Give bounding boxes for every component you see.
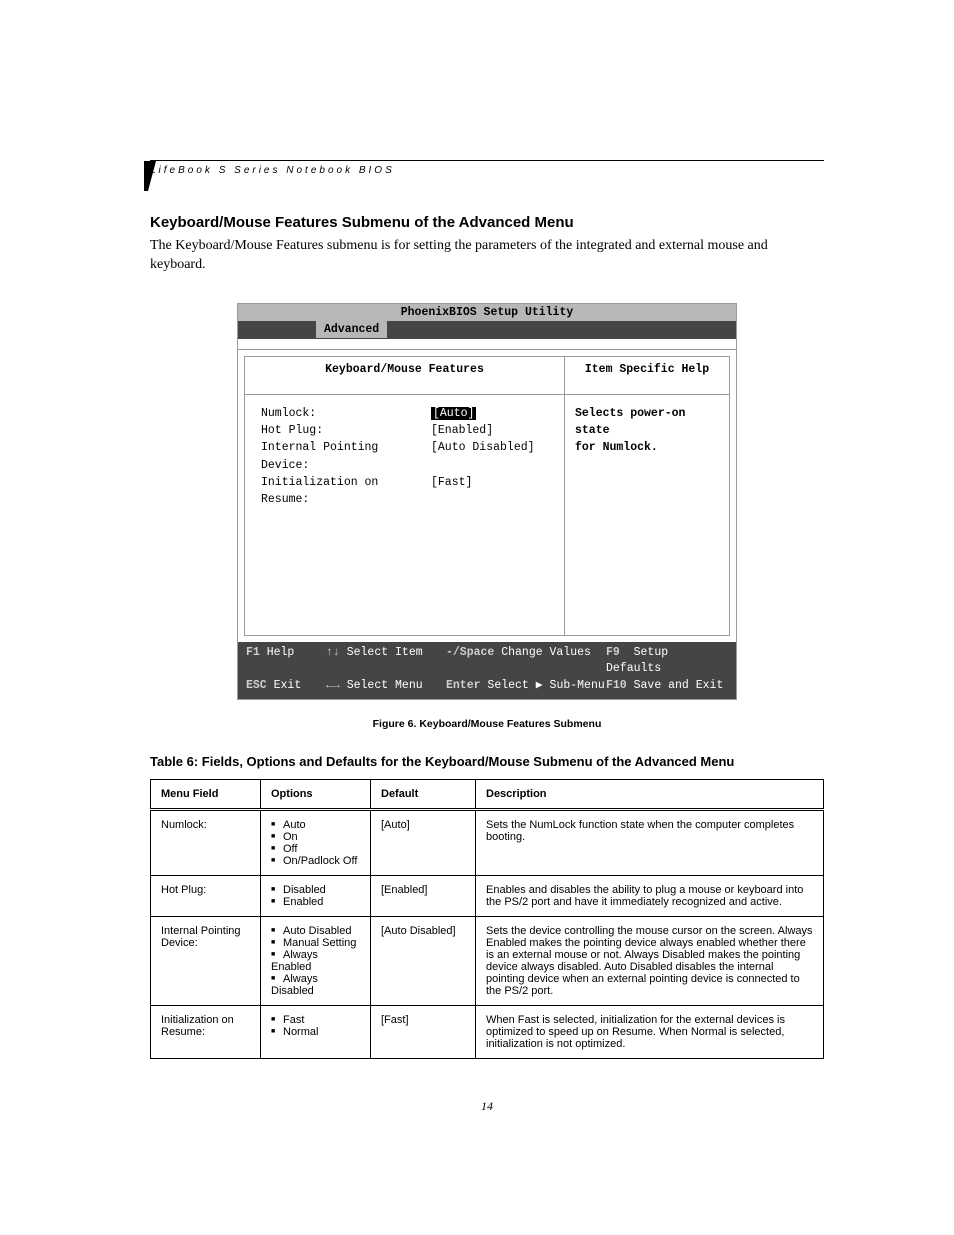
table-header-row: Menu Field Options Default Description [151, 779, 824, 809]
option-item: Normal [271, 1026, 360, 1038]
bios-left-header: Keyboard/Mouse Features [245, 357, 564, 395]
bios-setting-label: Initialization on Resume: [261, 474, 431, 509]
col-description: Description [476, 779, 824, 809]
table-body: Numlock:AutoOnOffOn/Padlock Off[Auto]Set… [151, 809, 824, 1058]
option-item: Manual Setting [271, 937, 360, 949]
bios-settings-list: Numlock: [Auto] Hot Plug: [Enabled] Inte… [245, 395, 564, 635]
bios-setting-row: Hot Plug: [Enabled] [261, 422, 554, 439]
cell-menu-field: Internal Pointing Device: [151, 916, 261, 1005]
intro-paragraph: The Keyboard/Mouse Features submenu is f… [150, 237, 824, 275]
bios-screenshot: PhoenixBIOS Setup Utility Advanced Keybo… [237, 303, 737, 700]
bios-setting-label: Internal Pointing Device: [261, 439, 431, 474]
cell-description: Enables and disables the ability to plug… [476, 875, 824, 916]
table-row: Internal Pointing Device:Auto DisabledMa… [151, 916, 824, 1005]
cell-default: [Auto] [371, 809, 476, 875]
options-list: AutoOnOffOn/Padlock Off [271, 819, 360, 867]
key-enter-label: Select ▶ Sub-Menu [487, 679, 604, 692]
key-updown-label: Select Item [347, 646, 423, 659]
table-title: Table 6: Fields, Options and Defaults fo… [150, 754, 824, 769]
bios-footer-row: ESC Exit ←→ Select Menu Enter Select ▶ S… [246, 678, 728, 695]
col-default: Default [371, 779, 476, 809]
key-updown: ↑↓ [326, 646, 340, 659]
option-item: Always Disabled [271, 973, 360, 997]
cell-default: [Auto Disabled] [371, 916, 476, 1005]
cell-description: Sets the device controlling the mouse cu… [476, 916, 824, 1005]
bios-selected-value: [Auto] [431, 407, 476, 420]
bios-setting-value: [Auto Disabled] [431, 439, 554, 474]
bios-titlebar: PhoenixBIOS Setup Utility [238, 304, 736, 321]
cell-description: When Fast is selected, initialization fo… [476, 1005, 824, 1058]
options-table: Menu Field Options Default Description N… [150, 779, 824, 1059]
bios-setting-row: Internal Pointing Device: [Auto Disabled… [261, 439, 554, 474]
bios-help-line: Selects power-on state [575, 405, 719, 440]
key-f9: F9 [606, 646, 620, 659]
option-item: On [271, 831, 360, 843]
key-leftright-label: Select Menu [347, 679, 423, 692]
table-row: Numlock:AutoOnOffOn/Padlock Off[Auto]Set… [151, 809, 824, 875]
table-row: Hot Plug: DisabledEnabled [Enabled]Enables… [151, 875, 824, 916]
bios-help-body: Selects power-on state for Numlock. [565, 395, 729, 635]
bios-setting-row: Initialization on Resume: [Fast] [261, 474, 554, 509]
cell-menu-field: Initialization on Resume: [151, 1005, 261, 1058]
option-item: Auto Disabled [271, 925, 360, 937]
key-f1: F1 [246, 646, 260, 659]
page: LifeBook S Series Notebook BIOS Keyboard… [0, 0, 954, 1174]
key-minus-space-label: Change Values [501, 646, 591, 659]
key-f1-label: Help [267, 646, 295, 659]
bios-setting-label: Numlock: [261, 405, 431, 422]
bios-active-tab: Advanced [316, 321, 387, 338]
key-minus-space: -/Space [446, 646, 494, 659]
bios-setting-row: Numlock: [Auto] [261, 405, 554, 422]
cell-default: [Enabled] [371, 875, 476, 916]
bios-body: Keyboard/Mouse Features Numlock: [Auto] … [238, 349, 736, 642]
options-list: Auto DisabledManual SettingAlways Enable… [271, 925, 360, 997]
bios-right-header: Item Specific Help [565, 357, 729, 395]
option-item: Disabled [271, 884, 360, 896]
options-list: FastNormal [271, 1014, 360, 1038]
option-item: Auto [271, 819, 360, 831]
bios-left-panel: Keyboard/Mouse Features Numlock: [Auto] … [244, 356, 564, 636]
running-head-text: LifeBook S Series Notebook BIOS [150, 165, 395, 176]
option-item: Off [271, 843, 360, 855]
bios-footer: F1 Help ↑↓ Select Item -/Space Change Va… [238, 642, 736, 699]
header-wedge-icon [144, 161, 156, 191]
key-enter: Enter [446, 679, 481, 692]
section-title: Keyboard/Mouse Features Submenu of the A… [150, 214, 824, 231]
bios-spacer [238, 339, 736, 349]
figure-caption: Figure 6. Keyboard/Mouse Features Submen… [150, 718, 824, 730]
bios-setting-value: [Fast] [431, 474, 554, 509]
bios-footer-row: F1 Help ↑↓ Select Item -/Space Change Va… [246, 645, 728, 678]
option-item: Enabled [271, 896, 360, 908]
bios-help-line: for Numlock. [575, 439, 719, 456]
cell-options: FastNormal [261, 1005, 371, 1058]
cell-options: DisabledEnabled [261, 875, 371, 916]
bios-setting-label: Hot Plug: [261, 422, 431, 439]
option-item: Always Enabled [271, 949, 360, 973]
table-row: Initialization on Resume: FastNormal [Fast… [151, 1005, 824, 1058]
bios-menubar: Advanced [238, 321, 736, 339]
option-item: On/Padlock Off [271, 855, 360, 867]
option-item: Fast [271, 1014, 360, 1026]
cell-default: [Fast] [371, 1005, 476, 1058]
bios-setting-value: [Auto] [431, 405, 554, 422]
bios-setting-value: [Enabled] [431, 422, 554, 439]
bios-help-panel: Item Specific Help Selects power-on stat… [564, 356, 730, 636]
key-f10: F10 [606, 679, 627, 692]
cell-description: Sets the NumLock function state when the… [476, 809, 824, 875]
key-leftright: ←→ [326, 679, 340, 692]
options-list: DisabledEnabled [271, 884, 360, 908]
cell-menu-field: Hot Plug: [151, 875, 261, 916]
key-esc: ESC [246, 679, 267, 692]
col-options: Options [261, 779, 371, 809]
key-f10-label: Save and Exit [634, 679, 724, 692]
key-esc-label: Exit [274, 679, 302, 692]
col-menu-field: Menu Field [151, 779, 261, 809]
cell-options: Auto DisabledManual SettingAlways Enable… [261, 916, 371, 1005]
cell-options: AutoOnOffOn/Padlock Off [261, 809, 371, 875]
running-head: LifeBook S Series Notebook BIOS [150, 160, 824, 176]
page-number: 14 [150, 1099, 824, 1114]
cell-menu-field: Numlock: [151, 809, 261, 875]
